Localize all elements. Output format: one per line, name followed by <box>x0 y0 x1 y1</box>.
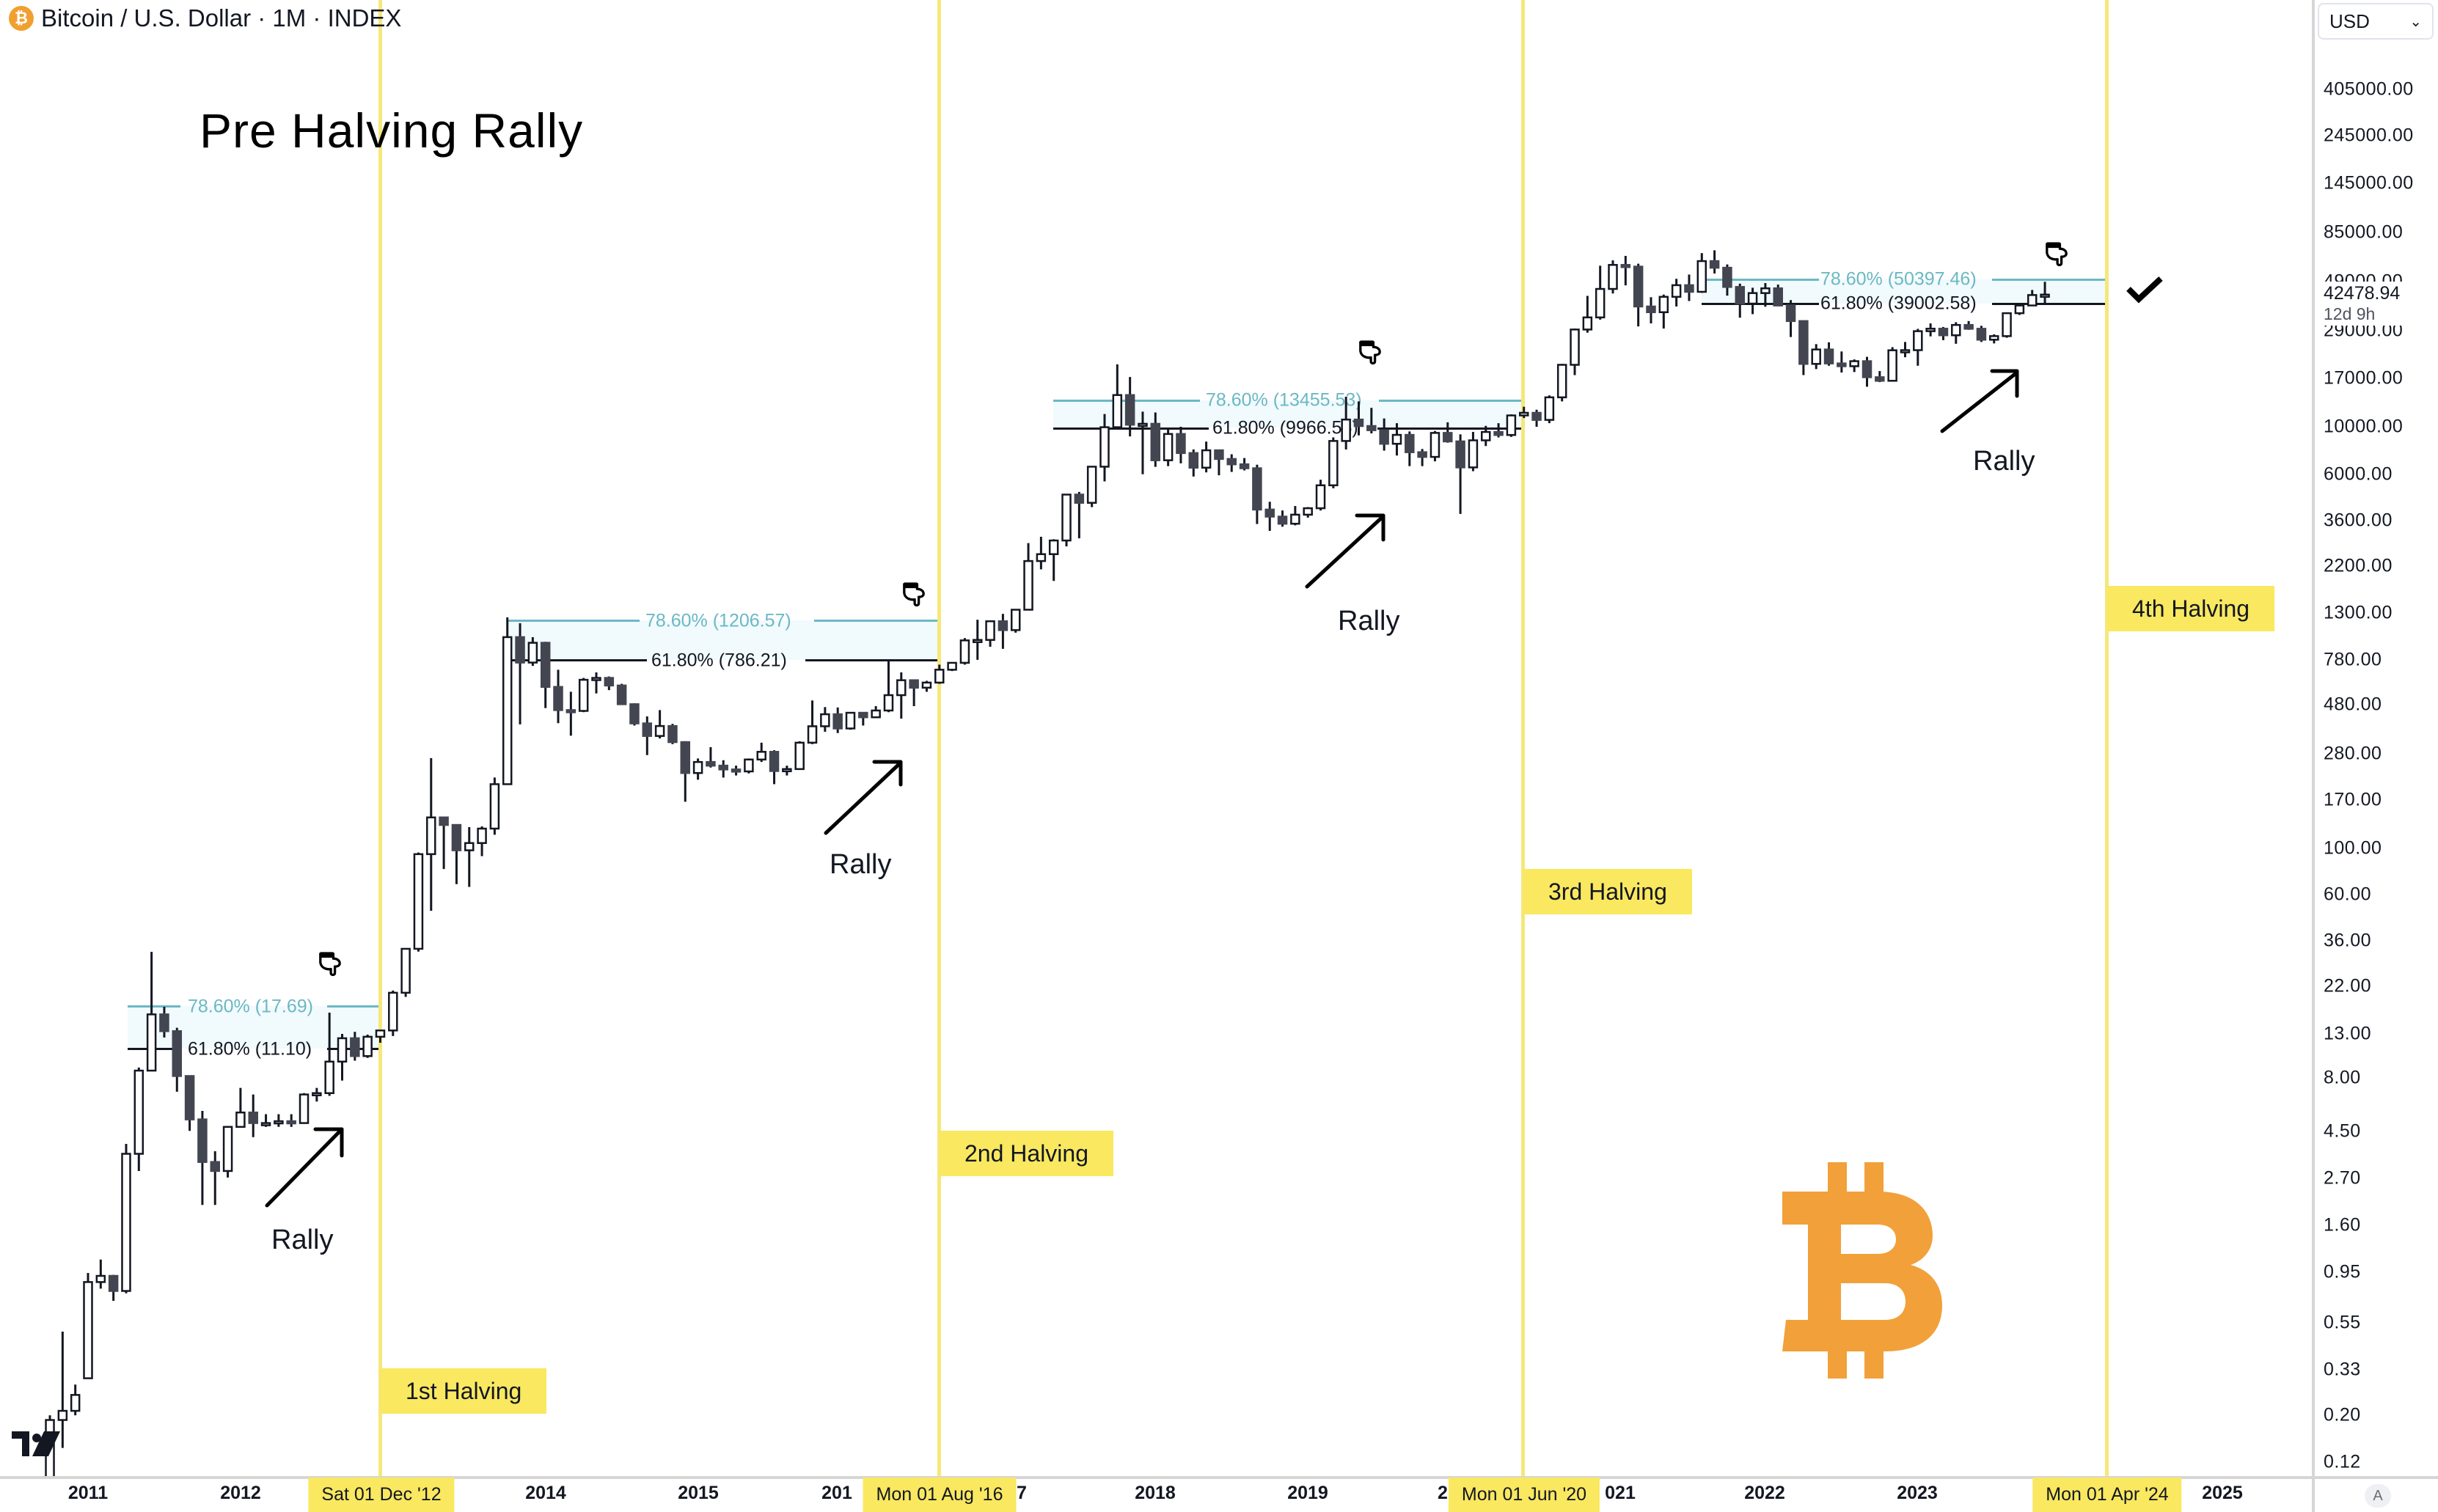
price-axis-label: 0.33 <box>2324 1359 2361 1380</box>
halving-label-2[interactable]: 2nd Halving <box>940 1131 1113 1176</box>
price-axis-label: 22.00 <box>2324 975 2372 997</box>
fib-618-label: 61.80% (9966.55) <box>1212 417 1358 438</box>
time-axis-label: 2 <box>1438 1483 1448 1503</box>
symbol-title: Bitcoin / U.S. Dollar · 1M · INDEX <box>41 4 402 32</box>
halving-label-1[interactable]: 1st Halving <box>381 1368 547 1414</box>
halving-date-tag: Mon 01 Aug '16 <box>863 1478 1017 1512</box>
rally-label[interactable]: Rally <box>1973 446 2035 477</box>
candlestick-series <box>45 250 2050 1476</box>
price-axis-label: 36.00 <box>2324 930 2372 951</box>
last-price: 42478.94 <box>2324 283 2401 304</box>
price-axis-label: 2200.00 <box>2324 555 2393 576</box>
halving-date-tag: Mon 01 Apr '24 <box>2032 1478 2182 1512</box>
halving-line-1[interactable] <box>378 0 382 1476</box>
time-axis-label: 021 <box>1605 1483 1636 1503</box>
price-axis-label: 85000.00 <box>2324 221 2404 243</box>
pointing-hand-icon[interactable] <box>314 949 346 981</box>
arrow-up-right-icon <box>265 1127 344 1208</box>
time-axis-label: 2015 <box>678 1483 719 1503</box>
currency-select[interactable]: USD ⌄ <box>2318 3 2434 40</box>
price-axis-label: 4.50 <box>2324 1120 2361 1142</box>
price-axis-label: 6000.00 <box>2324 463 2393 485</box>
price-axis-label: 0.20 <box>2324 1404 2361 1425</box>
fib-786-label: 78.60% (1206.57) <box>645 610 791 631</box>
checkmark-icon[interactable] <box>2126 274 2164 304</box>
fib-618-label: 61.80% (786.21) <box>651 650 787 671</box>
fib-786-label: 78.60% (50397.46) <box>1820 268 1977 290</box>
arrow-up-right-icon <box>1305 513 1385 589</box>
price-axis-label: 1300.00 <box>2324 602 2393 623</box>
halving-date-tag: Sat 01 Dec '12 <box>308 1478 455 1512</box>
price-axis-label: 780.00 <box>2324 649 2382 670</box>
halving-label-3[interactable]: 3rd Halving <box>1523 869 1692 914</box>
axis-corner <box>2312 1476 2438 1512</box>
pointing-hand-icon[interactable] <box>898 579 930 612</box>
page-title: Pre Halving Rally <box>199 103 584 158</box>
price-axis-label: 480.00 <box>2324 694 2382 715</box>
fib-618-label: 61.80% (39002.58) <box>1820 293 1977 314</box>
bar-countdown: 12d 9h <box>2324 304 2376 323</box>
bitcoin-icon: ₿ <box>9 6 34 31</box>
price-axis-label: 405000.00 <box>2324 78 2414 100</box>
price-axis-label: 17000.00 <box>2324 367 2404 389</box>
halving-line-4[interactable] <box>2105 0 2109 1476</box>
price-axis-label: 8.00 <box>2324 1067 2361 1088</box>
time-axis-label: 201 <box>821 1483 852 1503</box>
price-axis-label: 3600.00 <box>2324 510 2393 531</box>
price-axis-label: 60.00 <box>2324 884 2372 905</box>
chevron-down-icon: ⌄ <box>2409 13 2422 30</box>
tradingview-logo-icon[interactable] <box>12 1431 60 1456</box>
price-axis-label: 0.12 <box>2324 1451 2361 1472</box>
price-axis[interactable]: 405000.00245000.00145000.0085000.0049000… <box>2312 0 2438 1476</box>
time-axis-label: 2023 <box>1897 1483 1938 1503</box>
arrow-up-right-icon <box>1940 369 2019 433</box>
time-axis-label: 2011 <box>67 1483 109 1503</box>
time-axis-label: 2025 <box>2202 1483 2243 1503</box>
time-axis-label: 2012 <box>220 1483 261 1503</box>
auto-scale-button[interactable]: A <box>2365 1484 2391 1508</box>
currency-select-value: USD <box>2329 10 2370 32</box>
halving-line-3[interactable] <box>1521 0 1525 1476</box>
price-axis-label: 1.60 <box>2324 1214 2361 1236</box>
price-axis-label: 100.00 <box>2324 837 2382 859</box>
bitcoin-logo-icon <box>1782 1162 1942 1379</box>
price-axis-label: 280.00 <box>2324 743 2382 764</box>
price-axis-label: 145000.00 <box>2324 172 2414 194</box>
symbol-header[interactable]: ₿ Bitcoin / U.S. Dollar · 1M · INDEX <box>9 4 401 32</box>
halving-date-tag: Mon 01 Jun '20 <box>1448 1478 1600 1512</box>
last-price-tag: 42478.94 12d 9h <box>2316 282 2434 326</box>
fib-618-label: 61.80% (11.10) <box>188 1038 312 1060</box>
halving-line-2[interactable] <box>937 0 941 1476</box>
time-axis-label: 2022 <box>1744 1483 1785 1503</box>
rally-label[interactable]: Rally <box>1338 606 1400 636</box>
price-axis-label: 10000.00 <box>2324 416 2404 437</box>
rally-label[interactable]: Rally <box>271 1225 334 1255</box>
pointing-hand-icon[interactable] <box>2040 239 2073 271</box>
time-axis-label: 2018 <box>1135 1483 1176 1503</box>
price-axis-label: 170.00 <box>2324 789 2382 810</box>
time-axis-label: 7 <box>1017 1483 1027 1503</box>
chart-canvas[interactable]: 78.60% (17.69) 61.80% (11.10) 78.60% (12… <box>0 0 2312 1476</box>
fib-786-label: 78.60% (17.69) <box>188 996 313 1017</box>
price-axis-label: 2.70 <box>2324 1167 2361 1189</box>
pointing-hand-icon[interactable] <box>1354 337 1386 370</box>
arrow-up-right-icon <box>824 760 903 835</box>
halving-label-4[interactable]: 4th Halving <box>2107 586 2275 631</box>
rally-arrows <box>265 369 2019 1208</box>
price-axis-label: 13.00 <box>2324 1023 2372 1044</box>
time-axis-label: 2019 <box>1287 1483 1328 1503</box>
time-axis-label: 2014 <box>525 1483 566 1503</box>
price-axis-label: 0.95 <box>2324 1261 2361 1282</box>
price-axis-label: 245000.00 <box>2324 125 2414 146</box>
price-axis-label: 0.55 <box>2324 1312 2361 1333</box>
fib-786-label: 78.60% (13455.53) <box>1206 389 1362 411</box>
time-axis[interactable] <box>0 1476 2438 1512</box>
rally-label[interactable]: Rally <box>830 849 892 880</box>
